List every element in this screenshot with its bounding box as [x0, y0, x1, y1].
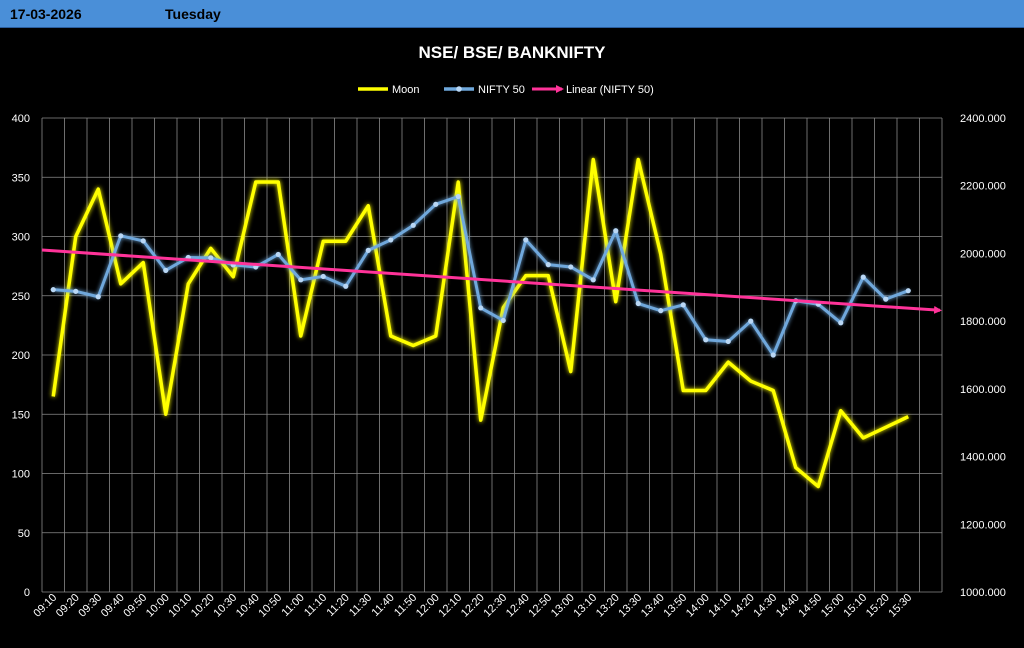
nifty-point [838, 320, 844, 326]
nifty-point [748, 318, 754, 324]
header-bar: 17-03-2026 Tuesday [0, 0, 1024, 28]
right-tick-label: 1600.000 [960, 384, 1006, 396]
right-tick-label: 2400.000 [960, 113, 1006, 125]
nifty-point [343, 283, 349, 289]
chart-background [0, 28, 1024, 648]
left-tick-label: 50 [18, 528, 30, 540]
nifty-point [658, 308, 664, 314]
day-label: Tuesday [165, 6, 221, 22]
left-tick-label: 100 [12, 469, 30, 481]
legend: Moon NIFTY 50 Linear (NIFTY 50) [358, 84, 654, 96]
nifty-point [883, 296, 889, 302]
nifty-point [118, 233, 124, 239]
right-tick-label: 1200.000 [960, 519, 1006, 531]
series-layer [41, 157, 942, 489]
nifty-point [905, 288, 911, 294]
nifty-point [635, 300, 641, 307]
nifty-point [568, 264, 574, 270]
left-tick-label: 0 [24, 587, 30, 599]
legend-label: Linear (NIFTY 50) [566, 84, 654, 96]
legend-label: Moon [392, 84, 420, 96]
nifty-point [365, 247, 371, 253]
nifty-point [208, 255, 214, 261]
nifty-point [455, 193, 461, 200]
trendline [41, 248, 942, 314]
right-axis: 1000.000 1200.000 1400.000 1600.000 1800.000… [960, 113, 1006, 599]
nifty-point [725, 338, 731, 345]
nifty-point [680, 302, 686, 308]
right-tick-label: 2000.000 [960, 248, 1006, 260]
series-moon-line [51, 157, 909, 489]
nifty-point [95, 294, 101, 300]
nifty-point [410, 222, 416, 228]
nifty-point [298, 277, 304, 283]
nifty-point [433, 201, 439, 207]
chart-title: NSE/ BSE/ BANKNIFTY [418, 43, 606, 62]
nifty-point [388, 237, 394, 243]
date-label: 17-03-2026 [10, 6, 82, 22]
left-tick-label: 200 [12, 350, 30, 362]
nifty-point [545, 262, 551, 268]
nifty-point [50, 287, 56, 293]
nifty-point [320, 273, 326, 280]
right-tick-label: 2200.000 [960, 181, 1006, 193]
nifty-point [478, 305, 484, 311]
left-axis: 0 50 100 150 200 250 300 350 400 [12, 113, 30, 599]
nifty-point [163, 267, 169, 273]
nifty-point [73, 288, 79, 294]
legend-label: NIFTY 50 [478, 84, 525, 96]
nifty-point [860, 274, 866, 280]
right-tick-label: 1000.000 [960, 587, 1006, 599]
nifty-point [275, 251, 281, 258]
left-tick-label: 400 [12, 113, 30, 125]
nifty-point [590, 277, 596, 283]
left-tick-label: 300 [12, 232, 30, 244]
right-tick-label: 1400.000 [960, 452, 1006, 464]
legend-dot [456, 86, 462, 92]
nifty-point [613, 228, 619, 234]
left-tick-label: 150 [12, 409, 30, 421]
left-tick-label: 250 [12, 291, 30, 303]
left-tick-label: 350 [12, 172, 30, 184]
grid [41, 117, 943, 593]
nifty-point [770, 352, 776, 358]
nifty-point [523, 237, 529, 243]
nifty-point [703, 337, 709, 343]
right-tick-label: 1800.000 [960, 316, 1006, 328]
nifty-point [140, 238, 146, 244]
nifty-point [500, 317, 506, 324]
